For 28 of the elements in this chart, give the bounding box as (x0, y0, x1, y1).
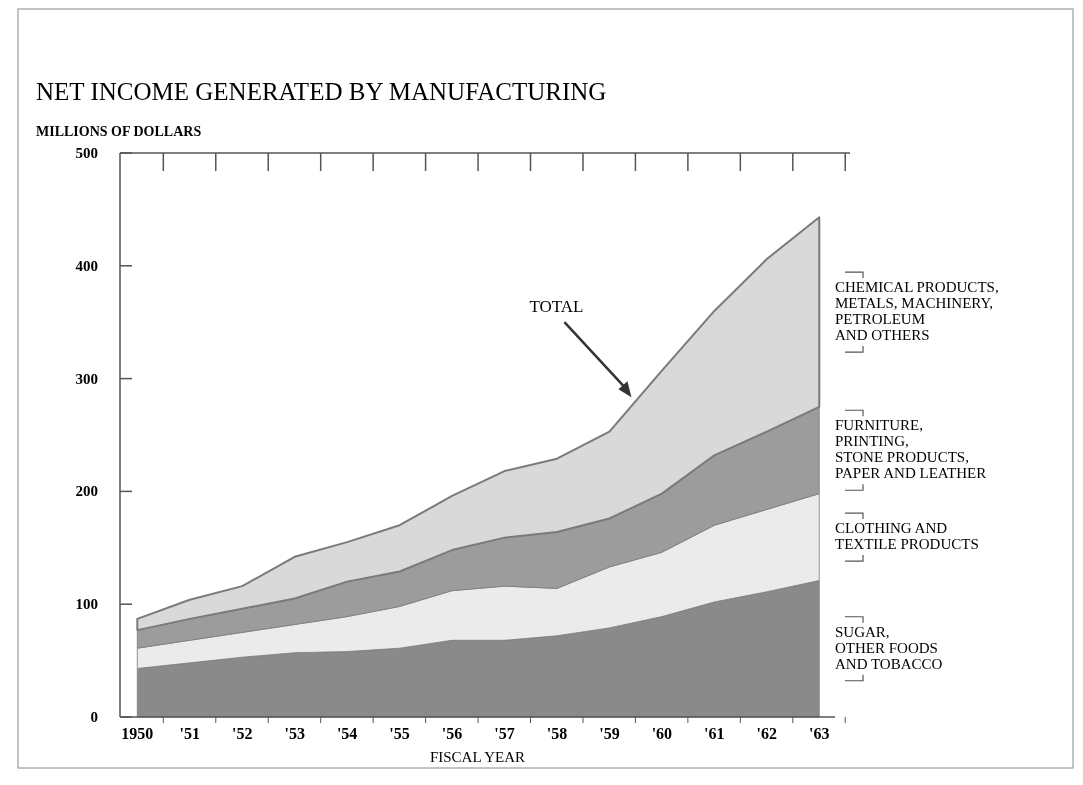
y-tick-label: 300 (75, 370, 98, 387)
chart-title: NET INCOME GENERATED BY MANUFACTURING (36, 78, 607, 105)
x-tick-label: '59 (599, 725, 620, 742)
series-label: FURNITURE, PRINTING, STONE PRODUCTS, PAPER AND LEATHER (835, 417, 987, 482)
chart-subtitle: MILLIONS OF DOLLARS (36, 124, 202, 139)
y-tick-label: 200 (75, 483, 98, 500)
x-axis-title: FISCAL YEAR (429, 749, 526, 765)
x-tick-label: '63 (809, 725, 830, 742)
x-tick-label: '57 (494, 725, 515, 742)
x-tick-label: '58 (546, 725, 568, 742)
series-label: SUGAR, OTHER FOODS AND TOBACCO (835, 623, 943, 672)
x-tick-label: 1950 (121, 725, 154, 742)
x-tick-label: '51 (179, 725, 200, 742)
y-tick-label: 0 (90, 709, 98, 725)
x-tick-label: '60 (651, 725, 673, 742)
x-tick-label: '56 (441, 725, 463, 742)
annotation: TOTAL (529, 297, 584, 317)
y-tick-label: 100 (75, 596, 98, 613)
x-tick-label: '52 (232, 725, 253, 742)
x-tick-label: '61 (704, 725, 725, 742)
x-tick-label: '54 (336, 725, 358, 742)
x-tick-label: '55 (389, 725, 410, 742)
series-label: CLOTHING AND TEXTILE PRODUCTS (835, 520, 979, 553)
x-tick-label: '62 (756, 725, 778, 742)
series-label: CHEMICAL PRODUCTS, METALS, MACHINERY, PETROLEUM AND OTHERS (835, 279, 999, 344)
x-tick-label: '53 (284, 725, 305, 742)
y-tick-label: 400 (75, 257, 98, 274)
y-tick-label: 500 (75, 145, 98, 161)
